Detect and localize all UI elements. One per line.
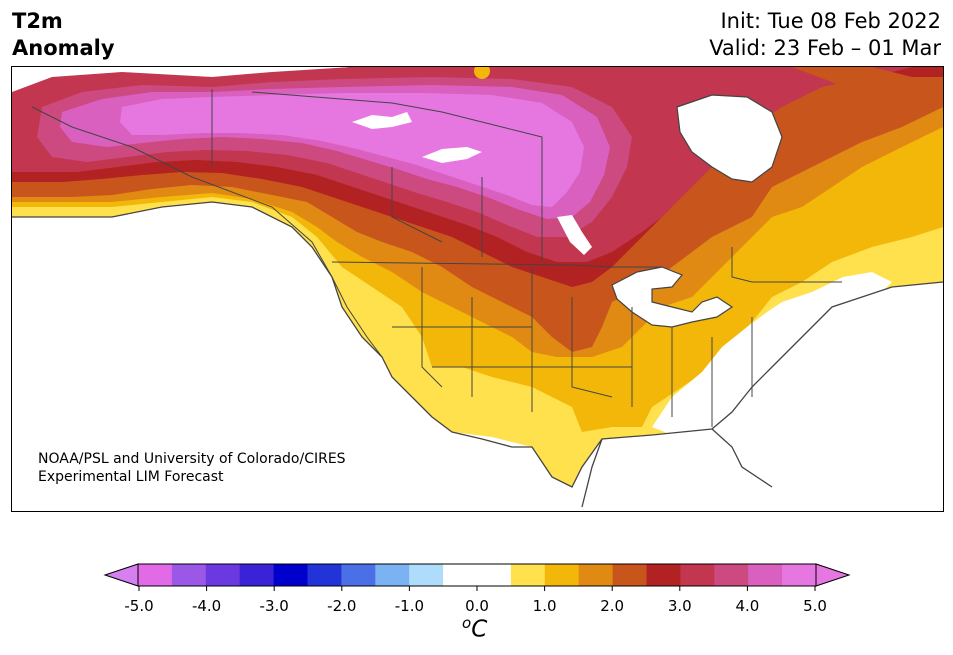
hudson-bay [676, 94, 783, 183]
map-title: T2m Anomaly [12, 8, 115, 62]
colorbar-ticks [138, 586, 816, 591]
white-lake-1 [352, 112, 412, 129]
colorbar-cell [748, 564, 783, 586]
arctic-white [792, 67, 943, 117]
valid-date: Valid: 23 Feb – 01 Mar [709, 36, 941, 60]
colorbar-tick-label: 2.0 [600, 597, 625, 615]
colorbar-cell [680, 564, 715, 586]
colorbar-cell [341, 564, 376, 586]
colorbar-cells [138, 564, 817, 586]
title-line-1: T2m [12, 9, 63, 33]
white-lake-2 [422, 147, 482, 163]
colorbar-cell [544, 564, 580, 586]
colorbar-tick-label: -1.0 [394, 597, 425, 615]
coastlines [12, 201, 943, 508]
colorbar-tick-label: 3.0 [667, 597, 692, 615]
colorbar-tick-label: 5.0 [803, 597, 827, 615]
colorbar-cell [205, 564, 241, 586]
colorbar-tick-label: 1.0 [532, 597, 557, 615]
colorbar-tick-label: -4.0 [191, 597, 222, 615]
colorbar-cell [239, 564, 275, 586]
arctic-hotspot [474, 67, 490, 79]
colorbar-outline [137, 563, 817, 587]
forecast-dates: Init: Tue 08 Feb 2022 Valid: 23 Feb – 01… [709, 8, 941, 62]
colorbar-tick-label: 0.0 [465, 597, 489, 615]
colorbar-cell [138, 564, 173, 586]
colorbar-unit: oC [462, 614, 487, 643]
colorbar-cell [782, 564, 817, 586]
colorbar-cell [273, 564, 308, 586]
credit-line-1: NOAA/PSL and University of Colorado/CIRE… [38, 451, 346, 467]
colorbar-cell [375, 564, 410, 586]
unit-text: C [471, 616, 488, 643]
colorbar-tick-label: -3.0 [259, 597, 289, 615]
gulf-of-mexico [522, 429, 772, 511]
init-date: Init: Tue 08 Feb 2022 [720, 9, 941, 33]
unit-sup: o [462, 614, 472, 632]
anomaly-map [12, 67, 943, 511]
colorbar-cell [612, 564, 647, 586]
colorbar-cell [443, 564, 478, 586]
great-lakes [611, 266, 734, 328]
political-borders [31, 89, 842, 427]
credit-line-2: Experimental LIM Forecast [38, 469, 224, 485]
band-5p0 [120, 93, 584, 207]
pacific-ocean [12, 202, 552, 511]
colorbar-tick-label: -5.0 [124, 597, 154, 615]
white-lake-3 [557, 215, 592, 255]
title-line-2: Anomaly [12, 36, 115, 60]
colorbar-cell [307, 564, 342, 586]
colorbar-tick-label: 4.0 [735, 597, 760, 615]
colorbar-tick-label: -2.0 [327, 597, 357, 615]
colorbar-cell [510, 564, 546, 586]
colorbar-under-arrow [103, 563, 139, 587]
colorbar-cell [646, 564, 681, 586]
map-panel [11, 66, 944, 512]
colorbar-cell [477, 564, 512, 586]
colorbar-over-arrow [815, 563, 851, 587]
colorbar-cell [578, 564, 614, 586]
colorbar-cell [714, 564, 749, 586]
colorbar-cell [171, 564, 207, 586]
colorbar-cell [409, 564, 444, 586]
